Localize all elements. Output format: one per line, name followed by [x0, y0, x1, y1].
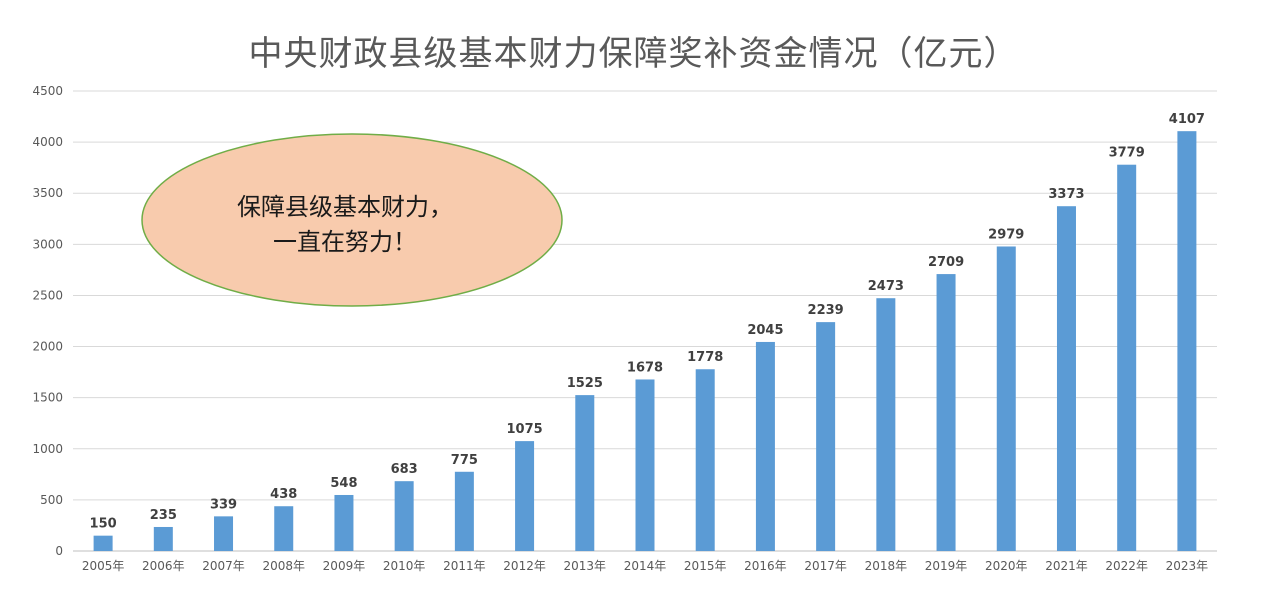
data-label: 3779	[1109, 146, 1145, 161]
bar	[394, 481, 414, 551]
bar	[575, 395, 595, 551]
data-label: 3373	[1048, 187, 1084, 202]
bar	[153, 526, 173, 551]
x-axis: 2005年 2006年 2007年 2008年 2009年 2010年 2011年 2012年…	[82, 559, 1208, 573]
bar	[755, 341, 775, 551]
bar	[996, 246, 1016, 552]
x-tick-label: 2021年	[1045, 559, 1088, 573]
bar	[816, 322, 836, 551]
y-tick-label: 3000	[32, 237, 63, 251]
bar	[334, 494, 354, 551]
bar	[1056, 206, 1076, 551]
data-label: 775	[451, 453, 478, 468]
y-tick-label: 2500	[32, 288, 63, 302]
data-label: 1678	[627, 360, 663, 375]
x-tick-label: 2020年	[985, 559, 1028, 573]
x-tick-label: 2010年	[383, 559, 426, 573]
data-labels: 150 235 339 438 548 683 775 1075 1525 1678 1778 204…	[90, 112, 1205, 531]
x-tick-label: 2018年	[865, 559, 908, 573]
data-label: 2979	[988, 227, 1024, 242]
x-tick-label: 2014年	[624, 559, 667, 573]
bar	[1177, 131, 1197, 551]
data-label: 235	[150, 508, 177, 523]
bar	[635, 379, 655, 551]
bar	[1117, 164, 1137, 552]
data-label: 683	[391, 462, 418, 477]
x-tick-label: 2008年	[262, 559, 305, 573]
y-tick-label: 3500	[32, 186, 63, 200]
data-label: 1525	[567, 376, 603, 391]
x-tick-label: 2011年	[443, 559, 486, 573]
bar	[93, 535, 113, 551]
data-label: 339	[210, 497, 237, 512]
callout-annotation: 保障县级基本财力， 一直在努力！	[141, 133, 563, 307]
callout-ellipse	[141, 133, 563, 307]
y-tick-label: 2000	[32, 340, 63, 354]
x-tick-label: 2009年	[323, 559, 366, 573]
x-tick-label: 2006年	[142, 559, 185, 573]
x-tick-label: 2012年	[503, 559, 546, 573]
y-tick-label: 4000	[32, 135, 63, 149]
data-label: 2473	[868, 279, 904, 294]
data-label: 1075	[506, 422, 542, 437]
y-tick-label: 0	[55, 544, 63, 558]
x-tick-label: 2019年	[925, 559, 968, 573]
x-tick-label: 2022年	[1105, 559, 1148, 573]
bar	[274, 506, 294, 551]
data-label: 548	[330, 476, 357, 491]
bar	[214, 516, 234, 551]
y-tick-label: 1500	[32, 391, 63, 405]
y-tick-label: 4500	[32, 84, 63, 98]
callout-line-2: 一直在努力！	[273, 228, 417, 256]
x-tick-label: 2005年	[82, 559, 125, 573]
data-label: 4107	[1169, 112, 1205, 127]
data-label: 150	[90, 517, 117, 532]
bar	[695, 369, 715, 551]
bar	[515, 441, 535, 551]
bar	[454, 471, 474, 551]
x-tick-label: 2013年	[564, 559, 607, 573]
data-label: 2045	[747, 323, 783, 338]
callout-line-1: 保障县级基本财力，	[237, 193, 453, 221]
bar	[876, 298, 896, 551]
y-tick-label: 1000	[32, 442, 63, 456]
data-label: 2239	[808, 303, 844, 318]
data-label: 1778	[687, 350, 723, 365]
bars	[93, 131, 1197, 552]
chart-title: 中央财政县级基本财力保障奖补资金情况（亿元）	[248, 34, 1019, 74]
x-tick-label: 2017年	[804, 559, 847, 573]
x-tick-label: 2015年	[684, 559, 727, 573]
data-label: 438	[270, 487, 297, 502]
x-tick-label: 2023年	[1166, 559, 1209, 573]
x-tick-label: 2016年	[744, 559, 787, 573]
y-tick-label: 500	[40, 493, 63, 507]
bar	[936, 274, 956, 551]
x-tick-label: 2007年	[202, 559, 245, 573]
y-axis: 0 500 1000 1500 2000 2500 3000 3500 4000 4500	[32, 84, 63, 558]
data-label: 2709	[928, 255, 964, 270]
